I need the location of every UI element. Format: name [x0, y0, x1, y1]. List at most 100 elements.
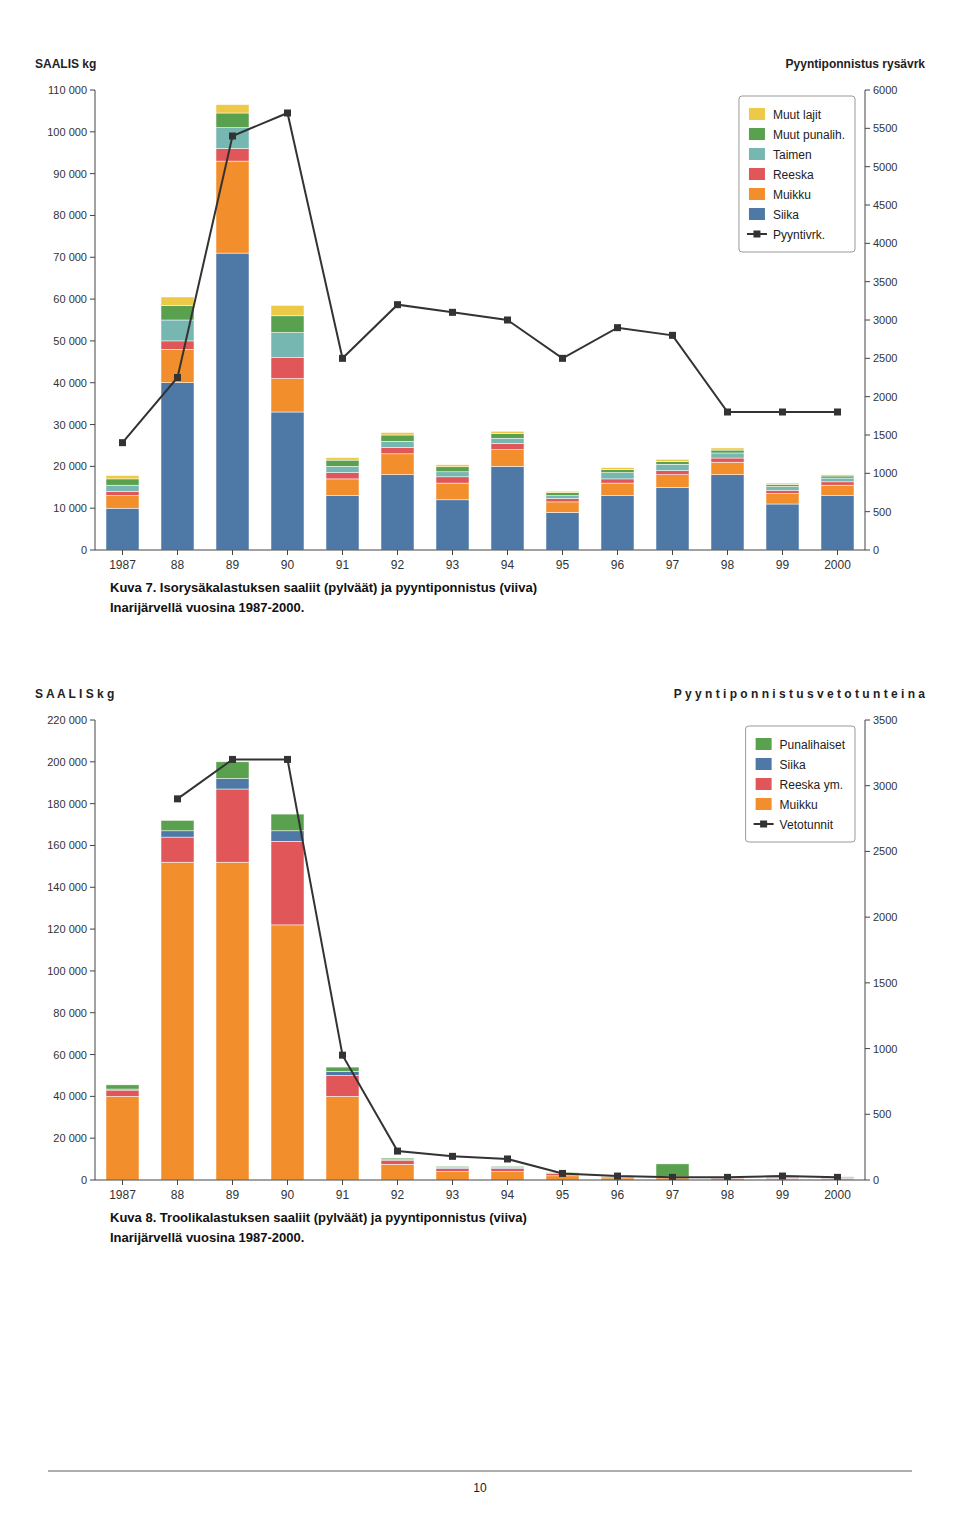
bar	[436, 1166, 469, 1167]
x-tick-label: 91	[336, 558, 350, 572]
bar	[106, 496, 139, 509]
x-axis-line	[95, 1180, 865, 1181]
caption: Kuva 8. Troolikalastuksen saaliit (pylvä…	[110, 1210, 527, 1245]
y-tick-label: 0	[81, 1174, 87, 1186]
y2-axis-line	[865, 720, 866, 1180]
bar	[656, 471, 689, 475]
bar	[436, 500, 469, 550]
bar	[216, 862, 249, 1180]
y-tick-label: 110 000	[48, 84, 87, 96]
bar	[821, 475, 854, 476]
bar	[106, 1090, 139, 1096]
legend-swatch	[749, 188, 765, 200]
bar	[106, 1085, 139, 1089]
x-tick	[507, 550, 508, 555]
y2-tick-label: 2000	[873, 911, 897, 923]
bar	[656, 464, 689, 470]
y2-tick-label: 3500	[873, 714, 897, 726]
y2-tick-label: 2000	[873, 391, 897, 403]
bar	[656, 487, 689, 550]
bar	[271, 925, 304, 1180]
line-marker	[394, 301, 401, 308]
marks	[106, 756, 854, 1180]
page: 010 00020 00030 00040 00050 00060 00070 …	[0, 0, 960, 1517]
legend-swatch	[760, 821, 767, 828]
y2-tick	[865, 720, 870, 721]
bar	[106, 491, 139, 495]
bar	[106, 479, 139, 485]
bar	[491, 431, 524, 433]
bar	[436, 472, 469, 477]
bar	[381, 432, 414, 435]
line-marker	[614, 324, 621, 331]
legend-label: Muikku	[773, 188, 811, 202]
legend-box	[739, 96, 855, 252]
x-tick	[287, 1180, 288, 1185]
line	[178, 759, 838, 1177]
y2-tick-label: 0	[873, 1174, 879, 1186]
x-tick	[122, 1180, 123, 1185]
legend-label: Siika	[773, 208, 799, 222]
x-tick-label: 1987	[109, 1188, 136, 1202]
bar	[491, 438, 524, 443]
y-tick-label: 40 000	[53, 377, 87, 389]
bar	[491, 1169, 524, 1172]
y-tick-label: 100 000	[47, 126, 87, 138]
bar	[601, 483, 634, 496]
y2-tick-label: 1500	[873, 429, 897, 441]
x-tick-label: 90	[281, 558, 295, 572]
line-marker	[174, 374, 181, 381]
bar	[491, 1172, 524, 1180]
y-tick	[90, 1012, 95, 1013]
x-tick	[397, 1180, 398, 1185]
y2-tick-label: 3500	[873, 276, 897, 288]
y-tick-label: 20 000	[53, 460, 87, 472]
x-tick	[122, 550, 123, 555]
bar	[546, 493, 579, 496]
x-tick-label: 96	[611, 558, 625, 572]
y2-tick-label: 6000	[873, 84, 897, 96]
bar	[381, 1158, 414, 1159]
bar	[491, 433, 524, 438]
bar	[601, 468, 634, 470]
legend-swatch	[756, 778, 772, 790]
x-tick	[672, 550, 673, 555]
bar	[216, 779, 249, 789]
y2-tick	[865, 473, 870, 474]
legend-item: Reeska	[749, 168, 814, 182]
bar	[766, 504, 799, 550]
x-tick-label: 2000	[824, 558, 851, 572]
legend-item: Muut lajit	[749, 108, 822, 122]
x-tick-label: 96	[611, 1188, 625, 1202]
y2-tick-label: 3000	[873, 780, 897, 792]
y2-tick	[865, 435, 870, 436]
bar	[271, 412, 304, 550]
bar	[161, 305, 194, 320]
legend-swatch	[753, 231, 760, 238]
legend-swatch	[749, 148, 765, 160]
x-tick-label: 93	[446, 1188, 460, 1202]
line-marker	[284, 110, 291, 117]
bar	[271, 831, 304, 841]
y-axis-line	[95, 720, 96, 1180]
legend-label: Muikku	[780, 798, 818, 812]
axes: 010 00020 00030 00040 00050 00060 00070 …	[47, 84, 897, 572]
y-tick	[90, 173, 95, 174]
legend-swatch	[756, 738, 772, 750]
y-tick	[90, 887, 95, 888]
y-tick	[90, 761, 95, 762]
line-marker	[559, 1170, 566, 1177]
y-tick-label: 40 000	[53, 1090, 87, 1102]
bar	[711, 448, 744, 450]
legend-label: Vetotunnit	[780, 818, 834, 832]
line-marker	[394, 1148, 401, 1155]
bar	[326, 466, 359, 472]
y-tick-label: 70 000	[53, 251, 87, 263]
legend-label: Muut punalih.	[773, 128, 845, 142]
line-marker	[504, 317, 511, 324]
x-tick-label: 92	[391, 1188, 405, 1202]
bar	[711, 475, 744, 550]
bar	[546, 512, 579, 550]
y-tick-label: 80 000	[53, 1007, 87, 1019]
y-tick	[90, 131, 95, 132]
